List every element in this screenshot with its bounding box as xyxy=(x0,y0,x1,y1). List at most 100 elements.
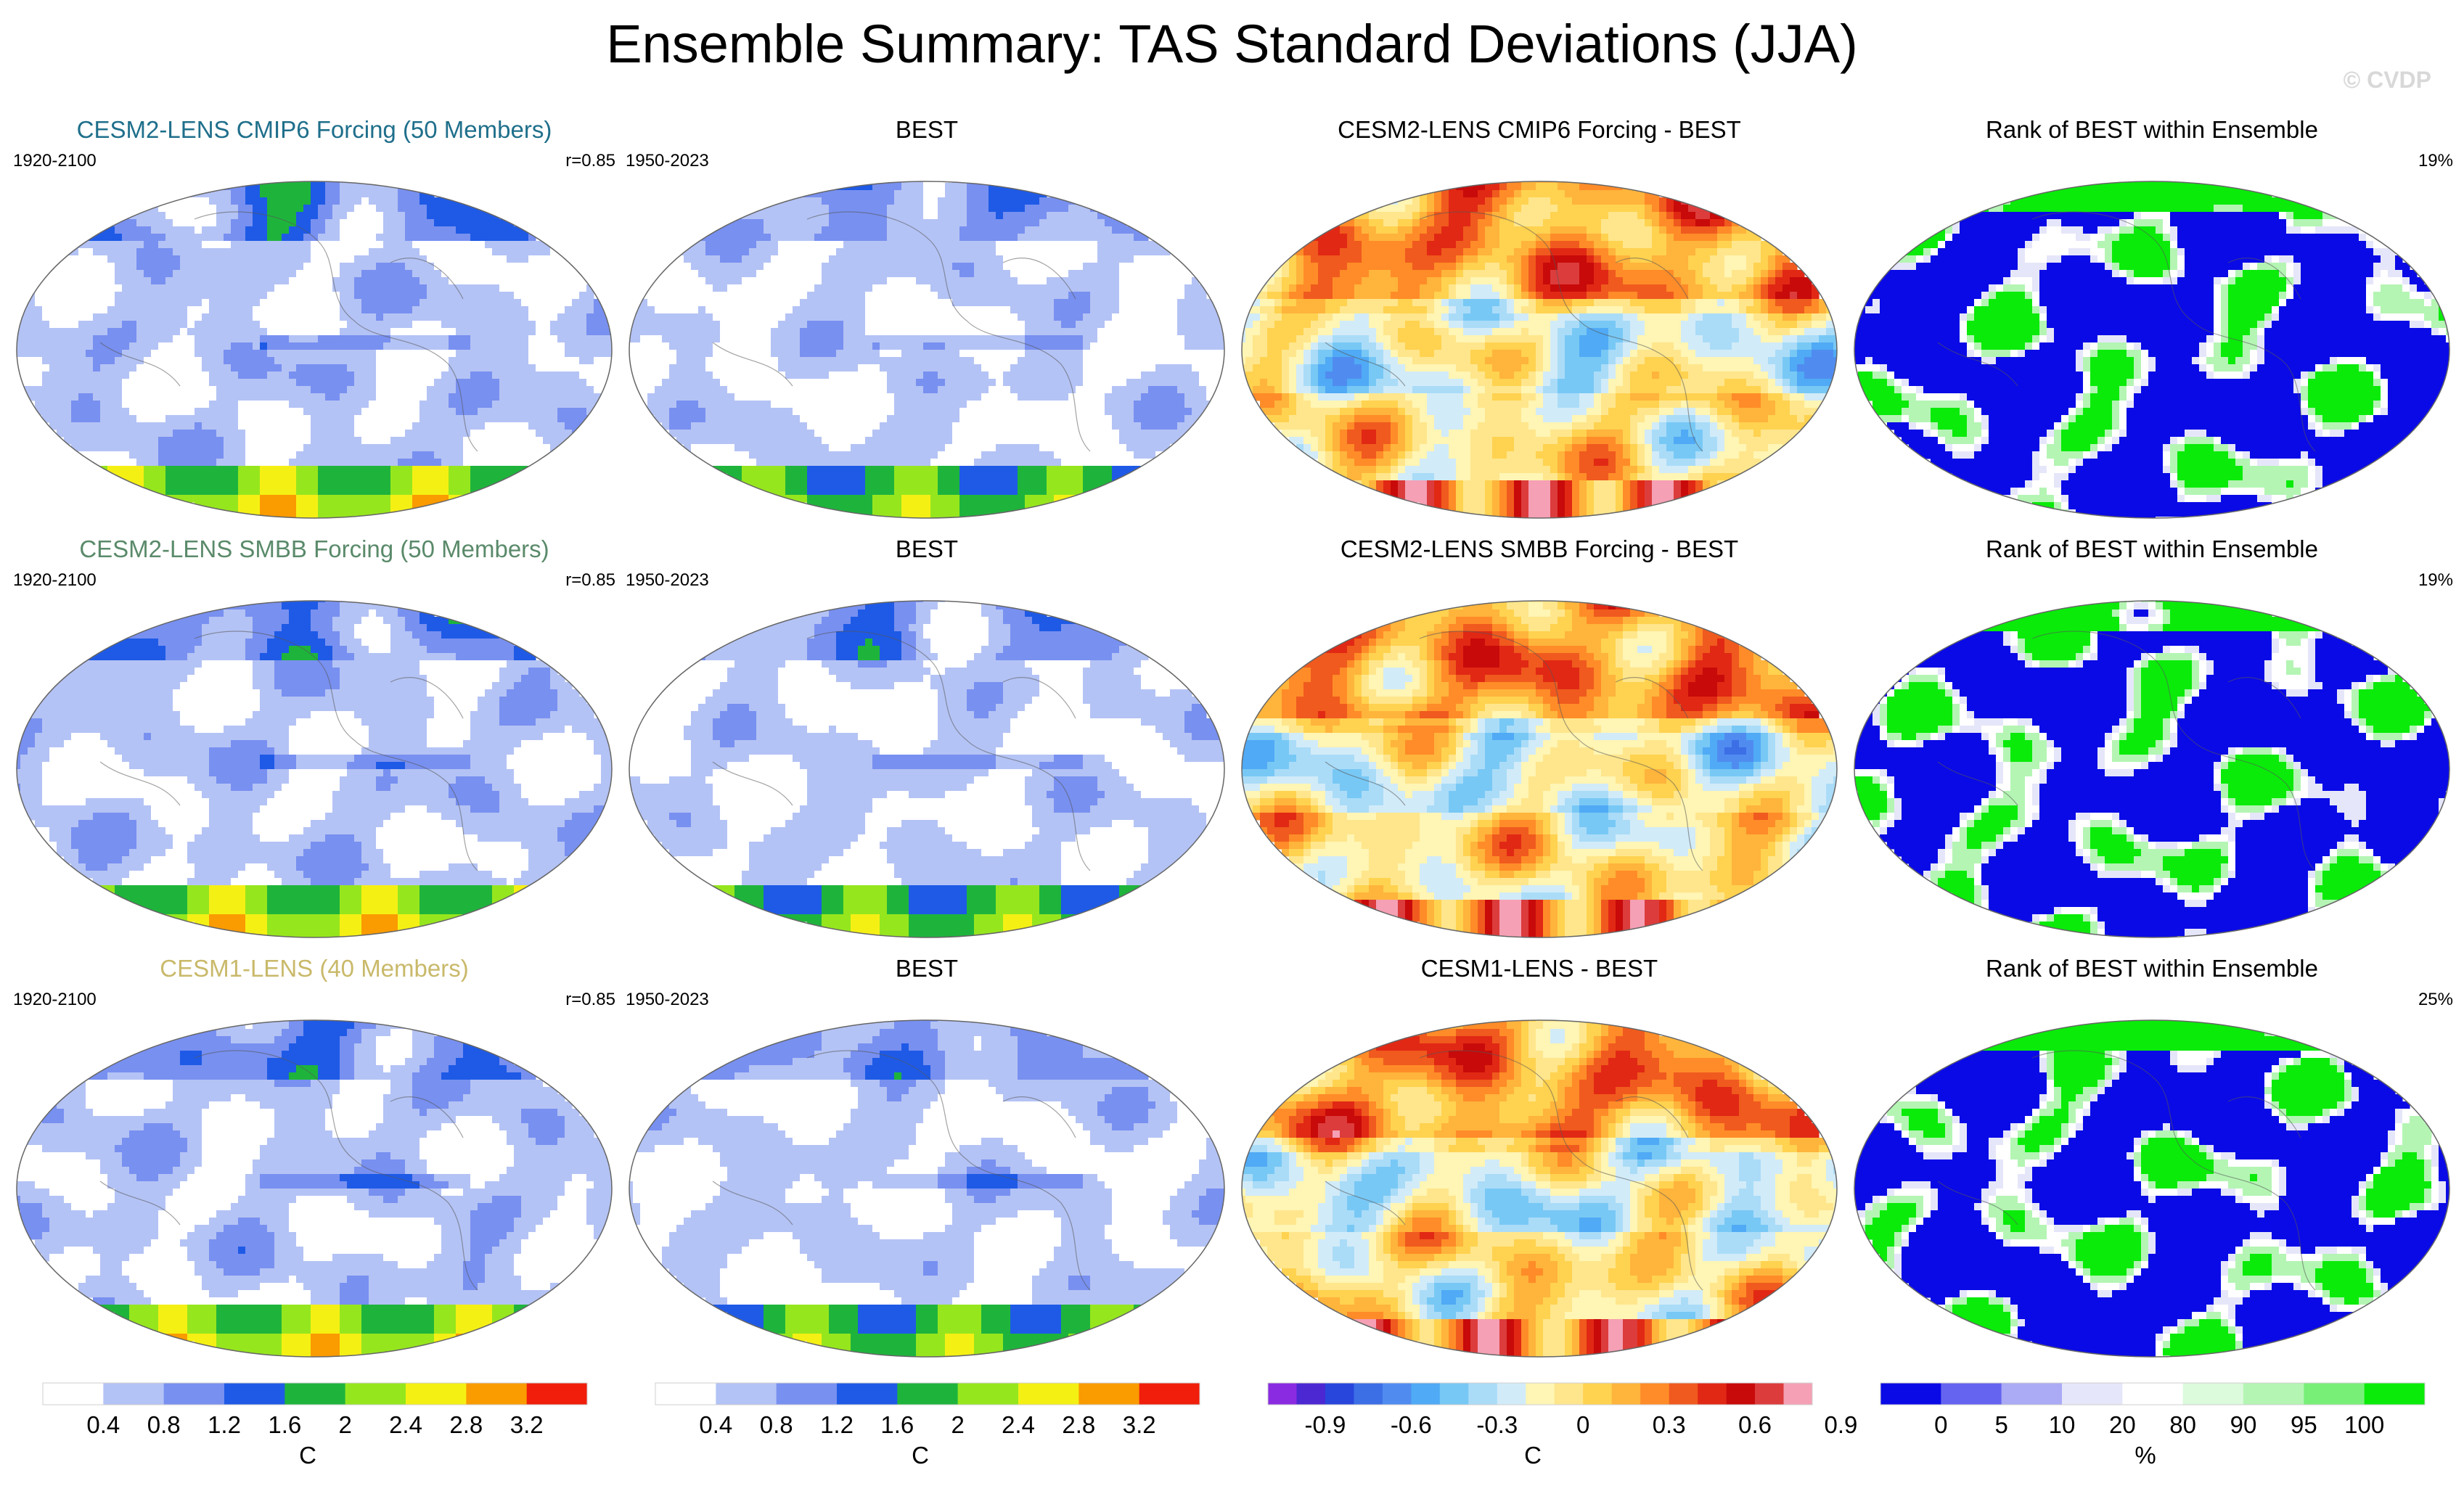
colorbar-swatch xyxy=(1880,1383,1941,1405)
colorbar-tick-label: 90 xyxy=(2230,1411,2257,1439)
world-map-diff xyxy=(1241,1019,1838,1358)
colorbar-swatch xyxy=(655,1383,716,1405)
colorbar-tick-label: 0.8 xyxy=(760,1411,793,1439)
period-label: 1950-2023 xyxy=(626,151,709,171)
colorbar-swatch xyxy=(716,1383,777,1405)
panel-row2-rank: Rank of BEST within Ensemble 19% xyxy=(1851,535,2453,949)
colorbar-swatch xyxy=(776,1383,838,1405)
colorbar-swatch xyxy=(224,1383,285,1405)
world-map-diff xyxy=(1241,181,1838,519)
period-label: 1950-2023 xyxy=(626,570,709,591)
world-map-model xyxy=(16,600,613,938)
colorbar-swatch xyxy=(526,1383,588,1405)
colorbar-tick-label: 95 xyxy=(2291,1411,2317,1439)
world-map-obs xyxy=(629,1019,1225,1358)
colorbar-swatch xyxy=(1497,1383,1526,1405)
colorbar-unit: C xyxy=(299,1442,316,1469)
period-label: 1920-2100 xyxy=(13,990,97,1010)
panel-row1-obs: BEST 1950-2023 xyxy=(626,116,1228,530)
colorbar-swatch xyxy=(1296,1383,1326,1405)
colorbar-swatch xyxy=(2001,1383,2063,1405)
period-label: 1920-2100 xyxy=(13,151,97,171)
panel-row1-diff: CESM2-LENS CMIP6 Forcing - BEST xyxy=(1238,116,1841,530)
colorbar-swatch xyxy=(1755,1383,1784,1405)
world-map-model xyxy=(16,181,613,519)
colorbar-tick-label: 1.2 xyxy=(208,1411,241,1439)
world-map-model xyxy=(16,1019,613,1358)
colorbar-swatch xyxy=(1941,1383,2002,1405)
colorbar-swatch xyxy=(1640,1383,1669,1405)
colorbar-tick-label: 2.8 xyxy=(449,1411,483,1439)
colorbar-tick-label: 80 xyxy=(2169,1411,2196,1439)
colorbar-tick-label: 1.6 xyxy=(880,1411,914,1439)
panel-title: BEST xyxy=(626,955,1228,982)
panel-title: CESM2-LENS SMBB Forcing - BEST xyxy=(1238,535,1841,563)
panel-row3-model: CESM1-LENS (40 Members) 1920-2100 r=0.85 xyxy=(13,955,615,1368)
colorbar-swatch xyxy=(2243,1383,2304,1405)
colorbar-tick-label: 0 xyxy=(1576,1411,1589,1439)
colorbar-std-1: 0.4 0.8 1.2 1.6 2 2.4 2.8 3.2 C xyxy=(42,1382,644,1477)
colorbar-swatch xyxy=(897,1383,958,1405)
colorbar-swatch xyxy=(1783,1383,1813,1405)
pattern-correlation: r=0.85 xyxy=(565,990,615,1010)
colorbar-tick-label: 0.9 xyxy=(1825,1411,1858,1439)
rank-percent: 19% xyxy=(2418,570,2453,591)
world-map-rank xyxy=(1854,600,2450,938)
panel-row3-obs: BEST 1950-2023 xyxy=(626,955,1228,1368)
colorbar-swatch xyxy=(2304,1383,2365,1405)
rank-percent: 25% xyxy=(2418,990,2453,1010)
figure-title: Ensemble Summary: TAS Standard Deviation… xyxy=(0,13,2464,75)
panel-title: Rank of BEST within Ensemble xyxy=(1851,116,2453,144)
colorbar-swatch xyxy=(2182,1383,2244,1405)
period-label: 1950-2023 xyxy=(626,990,709,1010)
panel-title: CESM2-LENS CMIP6 Forcing - BEST xyxy=(1238,116,1841,144)
pattern-correlation: r=0.85 xyxy=(565,570,615,591)
colorbar-swatch xyxy=(2062,1383,2123,1405)
colorbar-swatch xyxy=(103,1383,164,1405)
colorbar-swatch xyxy=(1018,1383,1079,1405)
colorbar-std-2: 0.4 0.8 1.2 1.6 2 2.4 2.8 3.2 C xyxy=(655,1382,1257,1477)
panel-title: CESM2-LENS CMIP6 Forcing (50 Members) xyxy=(13,116,615,144)
colorbar-tick-label: 0.4 xyxy=(86,1411,120,1439)
world-map-rank xyxy=(1854,181,2450,519)
panel-row3-diff: CESM1-LENS - BEST xyxy=(1238,955,1841,1368)
colorbar-tick-label: 3.2 xyxy=(1123,1411,1156,1439)
colorbar-tick-label: 2 xyxy=(951,1411,964,1439)
world-map-obs xyxy=(629,181,1225,519)
colorbar-swatch xyxy=(1354,1383,1383,1405)
colorbar-swatch xyxy=(1468,1383,1498,1405)
colorbar-tick-label: 20 xyxy=(2109,1411,2136,1439)
colorbar-swatch xyxy=(2364,1383,2426,1405)
colorbar-swatch xyxy=(285,1383,345,1405)
period-label: 1920-2100 xyxy=(13,570,97,591)
colorbar-tick-label: 2.4 xyxy=(1002,1411,1035,1439)
colorbar-swatch xyxy=(1382,1383,1412,1405)
colorbar-swatch xyxy=(1078,1383,1139,1405)
colorbar-swatch xyxy=(837,1383,898,1405)
panel-title: CESM2-LENS SMBB Forcing (50 Members) xyxy=(13,535,615,563)
colorbar-swatch xyxy=(1526,1383,1555,1405)
colorbar-tick-label: 0.3 xyxy=(1653,1411,1686,1439)
colorbar-diff: -0.9 -0.6 -0.3 0 0.3 0.6 0.9 C xyxy=(1267,1382,1870,1477)
world-map-diff xyxy=(1241,600,1838,938)
colorbar-swatch xyxy=(1411,1383,1441,1405)
pattern-correlation: r=0.85 xyxy=(565,151,615,171)
colorbar-swatches xyxy=(655,1382,1200,1405)
colorbar-swatches xyxy=(1880,1382,2426,1405)
world-map-rank xyxy=(1854,1019,2450,1358)
colorbar-tick-label: -0.3 xyxy=(1476,1411,1518,1439)
colorbar-tick-label: -0.9 xyxy=(1305,1411,1346,1439)
panel-row1-model: CESM2-LENS CMIP6 Forcing (50 Members) 19… xyxy=(13,116,615,530)
panel-title: CESM1-LENS (40 Members) xyxy=(13,955,615,982)
colorbar-swatch xyxy=(466,1383,527,1405)
colorbar-swatch xyxy=(1554,1383,1584,1405)
colorbar-swatch xyxy=(1325,1383,1354,1405)
colorbar-swatch xyxy=(1139,1383,1200,1405)
panel-row2-obs: BEST 1950-2023 xyxy=(626,535,1228,949)
colorbar-tick-label: 2 xyxy=(338,1411,351,1439)
panel-row1-rank: Rank of BEST within Ensemble 19% xyxy=(1851,116,2453,530)
colorbar-swatch xyxy=(1669,1383,1698,1405)
colorbar-swatch xyxy=(1611,1383,1641,1405)
panel-title: CESM1-LENS - BEST xyxy=(1238,955,1841,982)
panel-title: Rank of BEST within Ensemble xyxy=(1851,535,2453,563)
